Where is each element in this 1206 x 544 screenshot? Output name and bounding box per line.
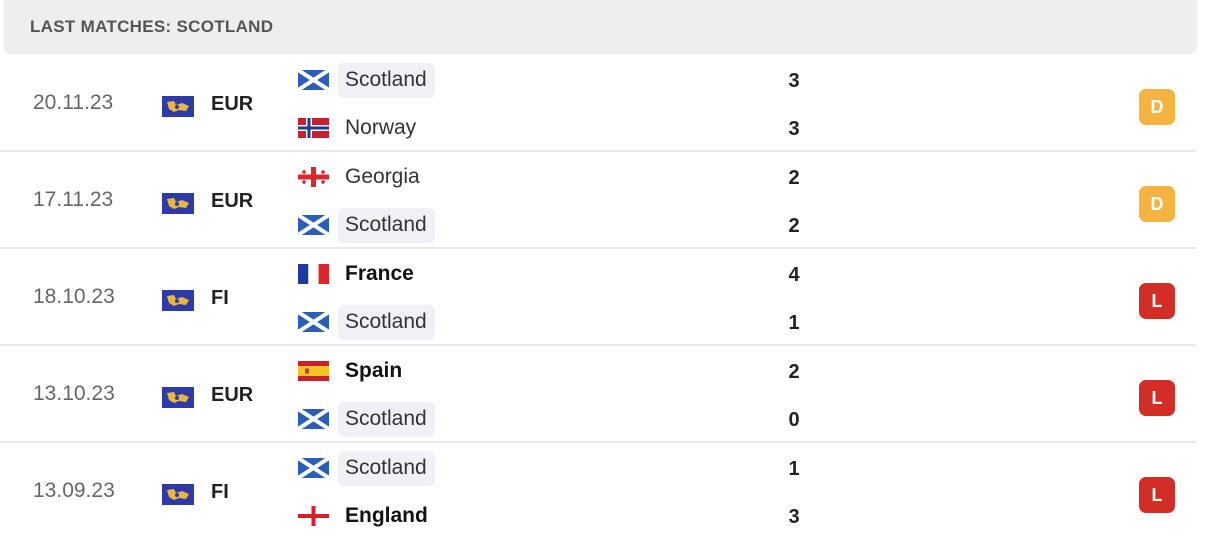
- match-date: 17.11.23: [33, 188, 114, 211]
- home-team[interactable]: Scotland: [298, 450, 435, 486]
- home-team[interactable]: Scotland: [298, 62, 435, 98]
- competition-label: FI: [211, 481, 229, 503]
- result-badge-draw: D: [1139, 186, 1175, 222]
- home-team[interactable]: Spain: [298, 354, 410, 388]
- scotland-flag-icon: [298, 312, 329, 332]
- team-name[interactable]: Scotland: [338, 401, 435, 437]
- match-date: 13.09.23: [33, 479, 115, 502]
- competition-label: FI: [211, 287, 229, 309]
- home-team[interactable]: France: [298, 257, 422, 291]
- france-flag-icon: [298, 264, 329, 284]
- match-date: 20.11.23: [33, 91, 114, 114]
- competition-label: EUR: [211, 384, 254, 406]
- row-divider: [0, 150, 1196, 152]
- row-divider: [0, 247, 1196, 249]
- scotland-flag-icon: [298, 215, 329, 235]
- scotland-flag-icon: [298, 409, 329, 429]
- scotland-flag-icon: [298, 458, 329, 478]
- away-team[interactable]: Scotland: [298, 207, 435, 243]
- match-date: 18.10.23: [33, 285, 115, 308]
- team-name[interactable]: Scotland: [338, 304, 435, 340]
- match-row[interactable]: 18.10.23 FI France 4 Scotland 1 L: [0, 249, 1200, 346]
- away-score: 1: [788, 312, 800, 334]
- away-score: 2: [788, 215, 800, 237]
- spain-flag-icon: [298, 361, 329, 381]
- team-name[interactable]: Scotland: [338, 450, 435, 486]
- home-score: 1: [788, 458, 800, 480]
- away-team[interactable]: Scotland: [298, 304, 435, 340]
- home-team[interactable]: Georgia: [298, 160, 428, 194]
- home-score: 2: [788, 361, 800, 383]
- away-score: 3: [788, 506, 800, 528]
- england-flag-icon: [298, 506, 329, 526]
- team-name[interactable]: Spain: [345, 358, 403, 382]
- match-date: 13.10.23: [33, 382, 115, 405]
- result-badge-draw: D: [1139, 89, 1175, 125]
- home-score: 3: [788, 70, 800, 92]
- scotland-flag-icon: [298, 70, 329, 90]
- euro-qualifiers-icon: [162, 96, 194, 117]
- section-header: LAST MATCHES: SCOTLAND: [4, 0, 1197, 54]
- row-divider: [0, 344, 1196, 346]
- georgia-flag-icon: [298, 167, 329, 187]
- row-divider: [0, 441, 1196, 443]
- away-team[interactable]: England: [298, 499, 436, 533]
- home-score: 2: [788, 167, 800, 189]
- result-badge-loss: L: [1139, 283, 1175, 319]
- competition-label: EUR: [211, 190, 254, 212]
- team-name[interactable]: Norway: [345, 115, 417, 139]
- team-name[interactable]: Scotland: [338, 62, 435, 98]
- home-score: 4: [788, 264, 800, 286]
- result-badge-loss: L: [1139, 380, 1175, 416]
- friendly-international-icon: [162, 484, 194, 505]
- competition-label: EUR: [211, 93, 254, 115]
- team-name[interactable]: Scotland: [338, 207, 435, 243]
- euro-qualifiers-icon: [162, 387, 194, 408]
- match-row[interactable]: 13.09.23 FI Scotland 1 England 3 L: [0, 443, 1200, 540]
- away-team[interactable]: Norway: [298, 111, 424, 145]
- match-row[interactable]: 20.11.23 EUR Scotland 3 Norway 3 D: [0, 55, 1200, 152]
- away-team[interactable]: Scotland: [298, 401, 435, 437]
- match-row[interactable]: 17.11.23 EUR Georgia 2 Scotland 2 D: [0, 152, 1200, 249]
- away-score: 0: [788, 409, 800, 431]
- norway-flag-icon: [298, 118, 329, 138]
- away-score: 3: [788, 118, 800, 140]
- result-badge-loss: L: [1139, 477, 1175, 513]
- section-title: LAST MATCHES: SCOTLAND: [30, 17, 274, 36]
- team-name[interactable]: Georgia: [345, 164, 420, 188]
- match-row[interactable]: 13.10.23 EUR Spain 2 Scotland 0 L: [0, 346, 1200, 443]
- euro-qualifiers-icon: [162, 193, 194, 214]
- friendly-international-icon: [162, 290, 194, 311]
- team-name[interactable]: France: [345, 261, 414, 285]
- team-name[interactable]: England: [345, 503, 428, 527]
